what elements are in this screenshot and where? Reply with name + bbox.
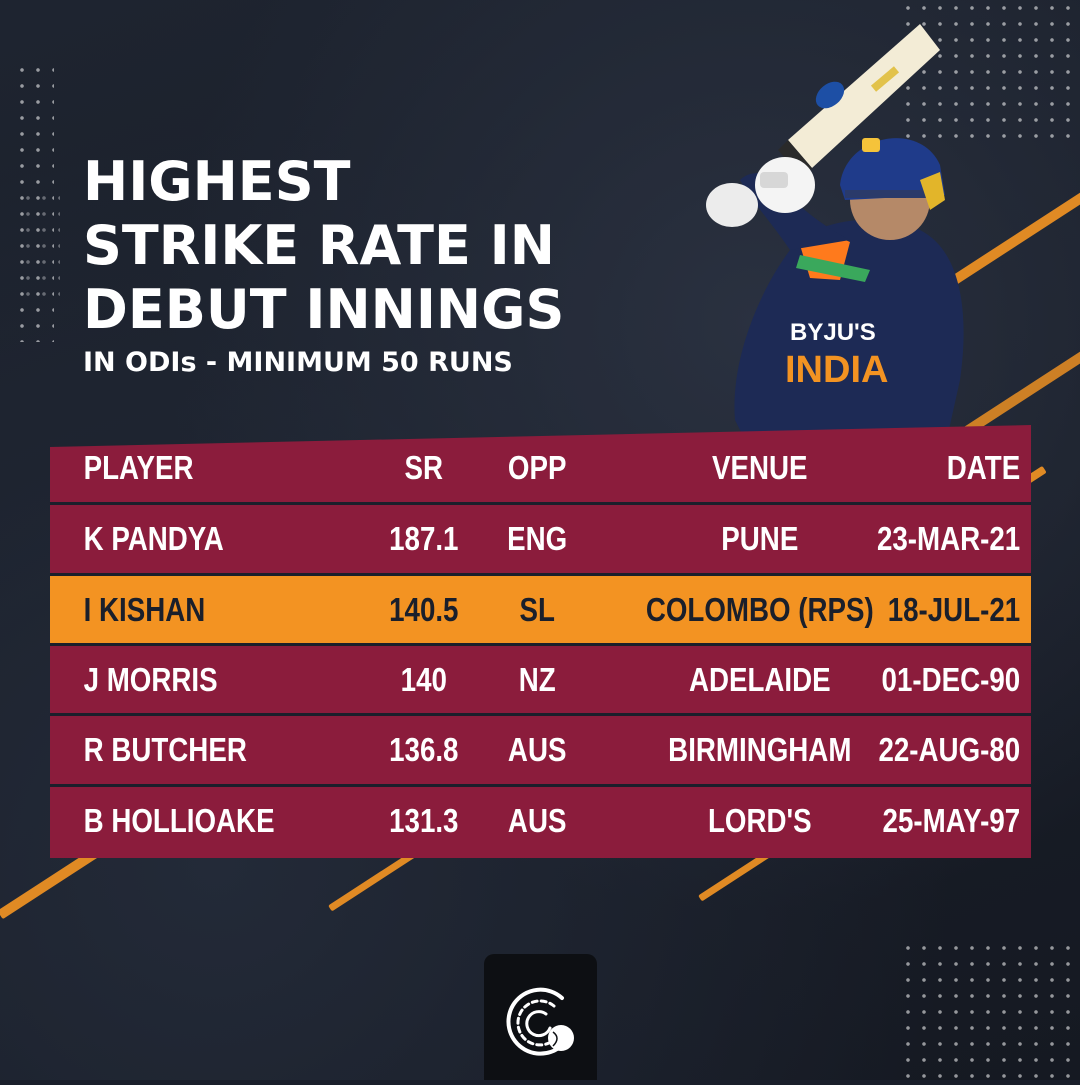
cell-player: R BUTCHER (83, 731, 247, 768)
row-divider (50, 713, 1031, 716)
brand-logo (484, 954, 597, 1080)
cell-sr: 187.1 (389, 520, 459, 557)
header-venue: VENUE (712, 449, 808, 486)
batsman-photo: BYJU'S INDIA (706, 24, 964, 470)
table-row-highlighted: I KISHAN 140.5 SL COLOMBO (RPS) 18-JUL-2… (50, 575, 1031, 645)
cell-sr: 136.8 (389, 731, 459, 768)
cell-date: 01-DEC-90 (881, 661, 1021, 698)
title-line-2: STRIKE RATE IN (83, 214, 555, 277)
batting-gloves (706, 157, 815, 227)
header-opp: OPP (507, 449, 567, 486)
dot-pattern-top-right (900, 0, 1080, 140)
dot-pattern-left-mid (20, 190, 60, 300)
table-header: PLAYER SR OPP VENUE DATE (50, 433, 1031, 503)
cricket-ball-logo-icon (506, 987, 574, 1056)
table-row: J MORRIS 140 NZ ADELAIDE 01-DEC-90 (50, 645, 1031, 715)
highlighted-row-background (50, 575, 1031, 643)
header-date: DATE (946, 449, 1021, 486)
header-player: PLAYER (83, 449, 194, 486)
dot-pattern-top-left (14, 62, 54, 342)
cell-opp: SL (519, 591, 555, 628)
cell-sr: 140 (400, 661, 447, 698)
cell-player: J MORRIS (83, 661, 218, 698)
cell-venue: LORD'S (707, 802, 812, 839)
helmet (840, 138, 945, 240)
cell-date: 25-MAY-97 (882, 802, 1021, 839)
cell-venue: COLOMBO (RPS) (645, 591, 874, 628)
cell-player: I KISHAN (83, 591, 206, 628)
cell-player: K PANDYA (83, 520, 224, 557)
cell-sr: 131.3 (389, 802, 459, 839)
jersey-sponsor: BYJU'S (790, 319, 876, 346)
cell-sr: 140.5 (389, 591, 459, 628)
title-block: HIGHEST STRIKE RATE IN DEBUT INNINGS IN … (83, 150, 564, 380)
subtitle: IN ODIs - MINIMUM 50 RUNS (83, 347, 513, 378)
cell-opp: AUS (507, 731, 567, 768)
row-divider (50, 502, 1031, 505)
cell-player: B HOLLIOAKE (83, 802, 275, 839)
jersey-team: INDIA (785, 349, 888, 391)
cell-venue: BIRMINGHAM (668, 731, 852, 768)
table-row: K PANDYA 187.1 ENG PUNE 23-MAR-21 (50, 504, 1031, 574)
table-row: R BUTCHER 136.8 AUS BIRMINGHAM 22-AUG-80 (50, 715, 1031, 785)
cell-date: 23-MAR-21 (876, 520, 1021, 557)
title-line-1: HIGHEST (83, 150, 351, 213)
cell-venue: ADELAIDE (688, 661, 831, 698)
cell-opp: NZ (518, 661, 556, 698)
row-divider (50, 784, 1031, 787)
cell-date: 22-AUG-80 (878, 731, 1021, 768)
cell-opp: AUS (507, 802, 567, 839)
cell-date: 18-JUL-21 (887, 591, 1021, 628)
header-sr: SR (404, 449, 444, 486)
row-divider (50, 573, 1031, 576)
cell-opp: ENG (507, 520, 568, 557)
dot-pattern-bottom-right (900, 940, 1080, 1080)
table-row: B HOLLIOAKE 131.3 AUS LORD'S 25-MAY-97 (50, 786, 1031, 856)
row-divider (50, 643, 1031, 646)
title-line-3: DEBUT INNINGS (83, 278, 565, 341)
cell-venue: PUNE (721, 520, 799, 557)
